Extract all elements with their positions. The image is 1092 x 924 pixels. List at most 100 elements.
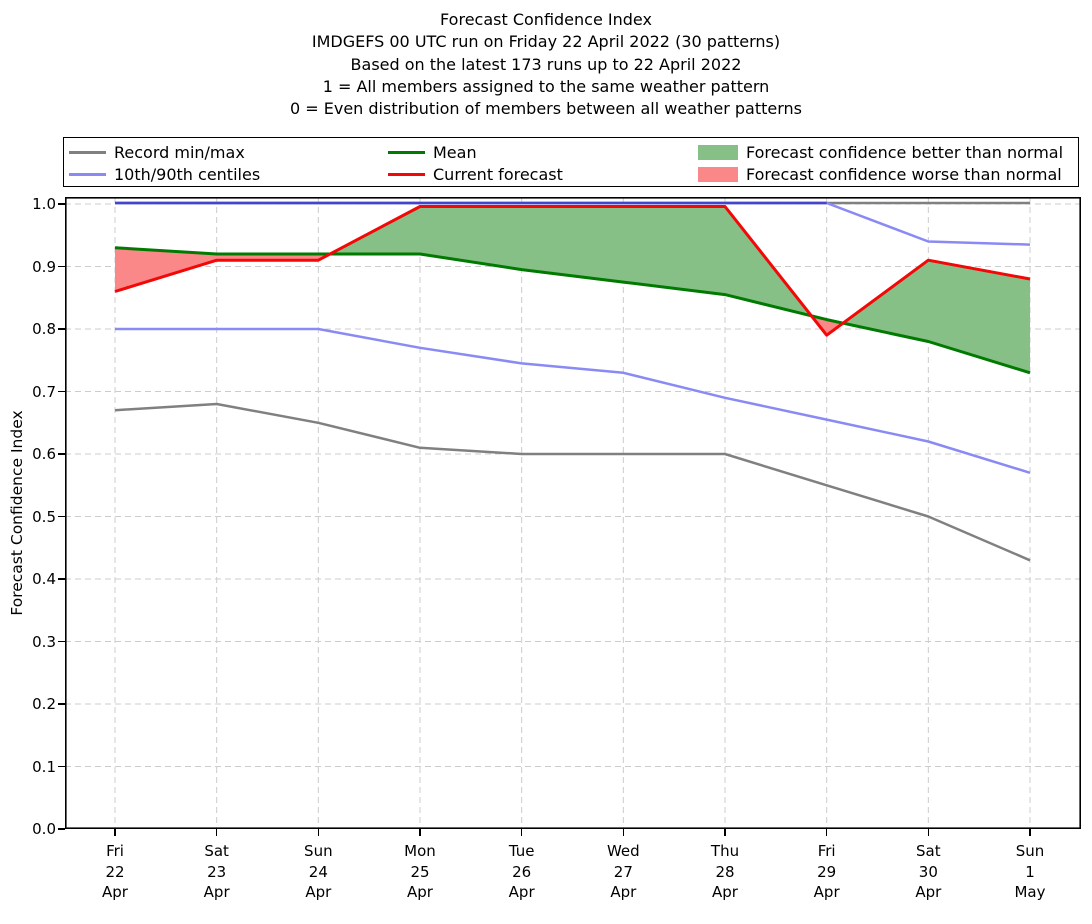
x-tick-label: Tue 26 Apr (477, 841, 567, 903)
y-tick-mark (58, 515, 65, 518)
legend-item-current-forecast: Current forecast (388, 163, 563, 185)
fill-worse-than-normal (811, 315, 844, 336)
legend-line-swatch-centiles (69, 172, 106, 176)
x-tick-mark (927, 829, 930, 836)
x-tick-label-line: Apr (203, 883, 230, 901)
x-tick-label: Sun 24 Apr (273, 841, 363, 903)
legend-item-record-minmax: Record min/max (69, 141, 245, 163)
legend-label-better: Forecast confidence better than normal (746, 142, 1064, 162)
y-tick-label: 0.6 (32, 445, 56, 463)
x-tick-mark (1029, 829, 1031, 836)
x-tick-label: Sat 23 Apr (172, 841, 262, 903)
chart-subtitle-3: 1 = All members assigned to the same wea… (322, 76, 770, 96)
y-tick-label: 0.5 (32, 507, 56, 526)
x-tick-label: Fri 22 Apr (70, 841, 160, 903)
y-tick-label: 0.8 (32, 320, 56, 338)
y-tick-mark (58, 265, 65, 268)
x-tick-label-line: Apr (102, 883, 128, 901)
x-tick-label: Sat 30 Apr (883, 841, 973, 903)
x-tick-mark (520, 829, 523, 836)
x-tick-label-line: 30 (918, 862, 938, 881)
legend-item-worse-than-normal: Forecast confidence worse than normal (698, 163, 1062, 185)
x-tick-label-line: 22 (105, 862, 125, 881)
y-tick-mark (58, 703, 65, 705)
y-tick-label: 1.0 (32, 195, 56, 213)
x-tick-label-line: Apr (610, 883, 637, 901)
x-tick-mark (114, 829, 116, 836)
y-tick-label: 0.1 (32, 757, 56, 776)
chart-canvas (65, 197, 1081, 829)
fill-worse-than-normal (115, 247, 330, 292)
x-tick-label-line: 1 (1025, 862, 1035, 881)
x-tick-label: Wed 27 Apr (578, 841, 668, 903)
x-tick-mark (622, 829, 625, 836)
x-tick-label-line: Sat (916, 842, 941, 860)
y-tick-label: 0.7 (32, 382, 56, 401)
x-tick-label-line: Apr (508, 883, 535, 901)
centile-10th-line (115, 327, 1031, 474)
y-tick-mark (58, 203, 65, 205)
fill-better-than-normal (329, 206, 812, 316)
x-tick-label-line: Fri (106, 842, 124, 860)
legend-label-mean: Mean (433, 142, 477, 162)
x-tick-label-line: Apr (305, 883, 332, 901)
x-tick-mark (317, 829, 320, 836)
legend-label-record-minmax: Record min/max (114, 142, 245, 162)
y-tick-label: 0.2 (32, 695, 56, 713)
chart-subtitle-1: IMDGEFS 00 UTC run on Friday 22 April 20… (311, 32, 781, 52)
x-tick-label: Mon 25 Apr (375, 841, 465, 903)
y-tick-mark (58, 765, 65, 768)
y-tick-mark (58, 390, 65, 393)
x-tick-label-line: Tue (508, 842, 535, 860)
plot-border (65, 197, 1081, 829)
y-tick-mark (58, 453, 65, 455)
x-tick-label: Fri 29 Apr (782, 841, 872, 903)
x-tick-label-line: May (1014, 883, 1046, 901)
x-tick-label-line: Sun (304, 842, 333, 860)
x-tick-label-line: 25 (410, 862, 430, 881)
record-min-line (114, 402, 1031, 562)
legend-label-current-forecast: Current forecast (433, 164, 563, 184)
y-tick-label: 0.3 (32, 632, 56, 651)
legend-item-mean: Mean (388, 141, 477, 163)
legend-patch-swatch-better (698, 144, 738, 160)
legend-line-swatch-record-minmax (69, 150, 106, 154)
x-tick-label-line: Apr (813, 883, 840, 901)
x-tick-label-line: Apr (407, 883, 433, 901)
x-tick-label-line: 24 (308, 862, 328, 881)
fill-better-than-normal (843, 260, 1030, 373)
x-tick-label-line: 27 (613, 862, 633, 881)
legend-label-worse: Forecast confidence worse than normal (746, 164, 1062, 184)
chart-title: Forecast Confidence Index (440, 10, 652, 29)
legend-item-better-than-normal: Forecast confidence better than normal (698, 141, 1063, 163)
chart-subtitle-2: Based on the latest 173 runs up to 22 Ap… (350, 54, 742, 74)
x-tick-label-line: 28 (715, 862, 735, 881)
x-tick-mark (215, 829, 218, 836)
y-tick-mark (58, 640, 65, 643)
legend-patch-swatch-worse (698, 166, 738, 182)
x-tick-label: Thu 28 Apr (680, 841, 770, 903)
x-tick-label-line: Wed (606, 842, 640, 860)
y-tick-label: 0.4 (32, 570, 56, 588)
legend-line-swatch-mean (388, 150, 425, 154)
x-tick-label-line: Fri (817, 842, 836, 860)
y-tick-label: 0.9 (32, 257, 56, 276)
y-tick-mark (58, 828, 65, 830)
y-tick-mark (58, 328, 65, 330)
x-tick-label-line: Sun (1015, 842, 1045, 860)
x-tick-label-line: Mon (404, 842, 436, 860)
x-tick-label-line: 23 (207, 862, 227, 881)
chart-title-block: Forecast Confidence Index IMDGEFS 00 UTC… (0, 9, 1092, 120)
x-tick-label-line: 29 (817, 862, 837, 881)
mean-line (114, 246, 1031, 375)
x-tick-label-line: Apr (915, 883, 942, 901)
legend-item-centiles: 10th/90th centiles (69, 163, 260, 185)
legend-line-swatch-current-forecast (388, 172, 425, 176)
y-tick-label: 0.0 (32, 820, 56, 838)
chart-subtitle-4: 0 = Even distribution of members between… (289, 99, 803, 119)
x-tick-label-line: Sat (204, 842, 229, 860)
y-tick-mark (58, 578, 65, 580)
x-tick-mark (419, 829, 421, 836)
legend-box: Record min/max 10th/90th centiles Mean C… (63, 137, 1079, 187)
